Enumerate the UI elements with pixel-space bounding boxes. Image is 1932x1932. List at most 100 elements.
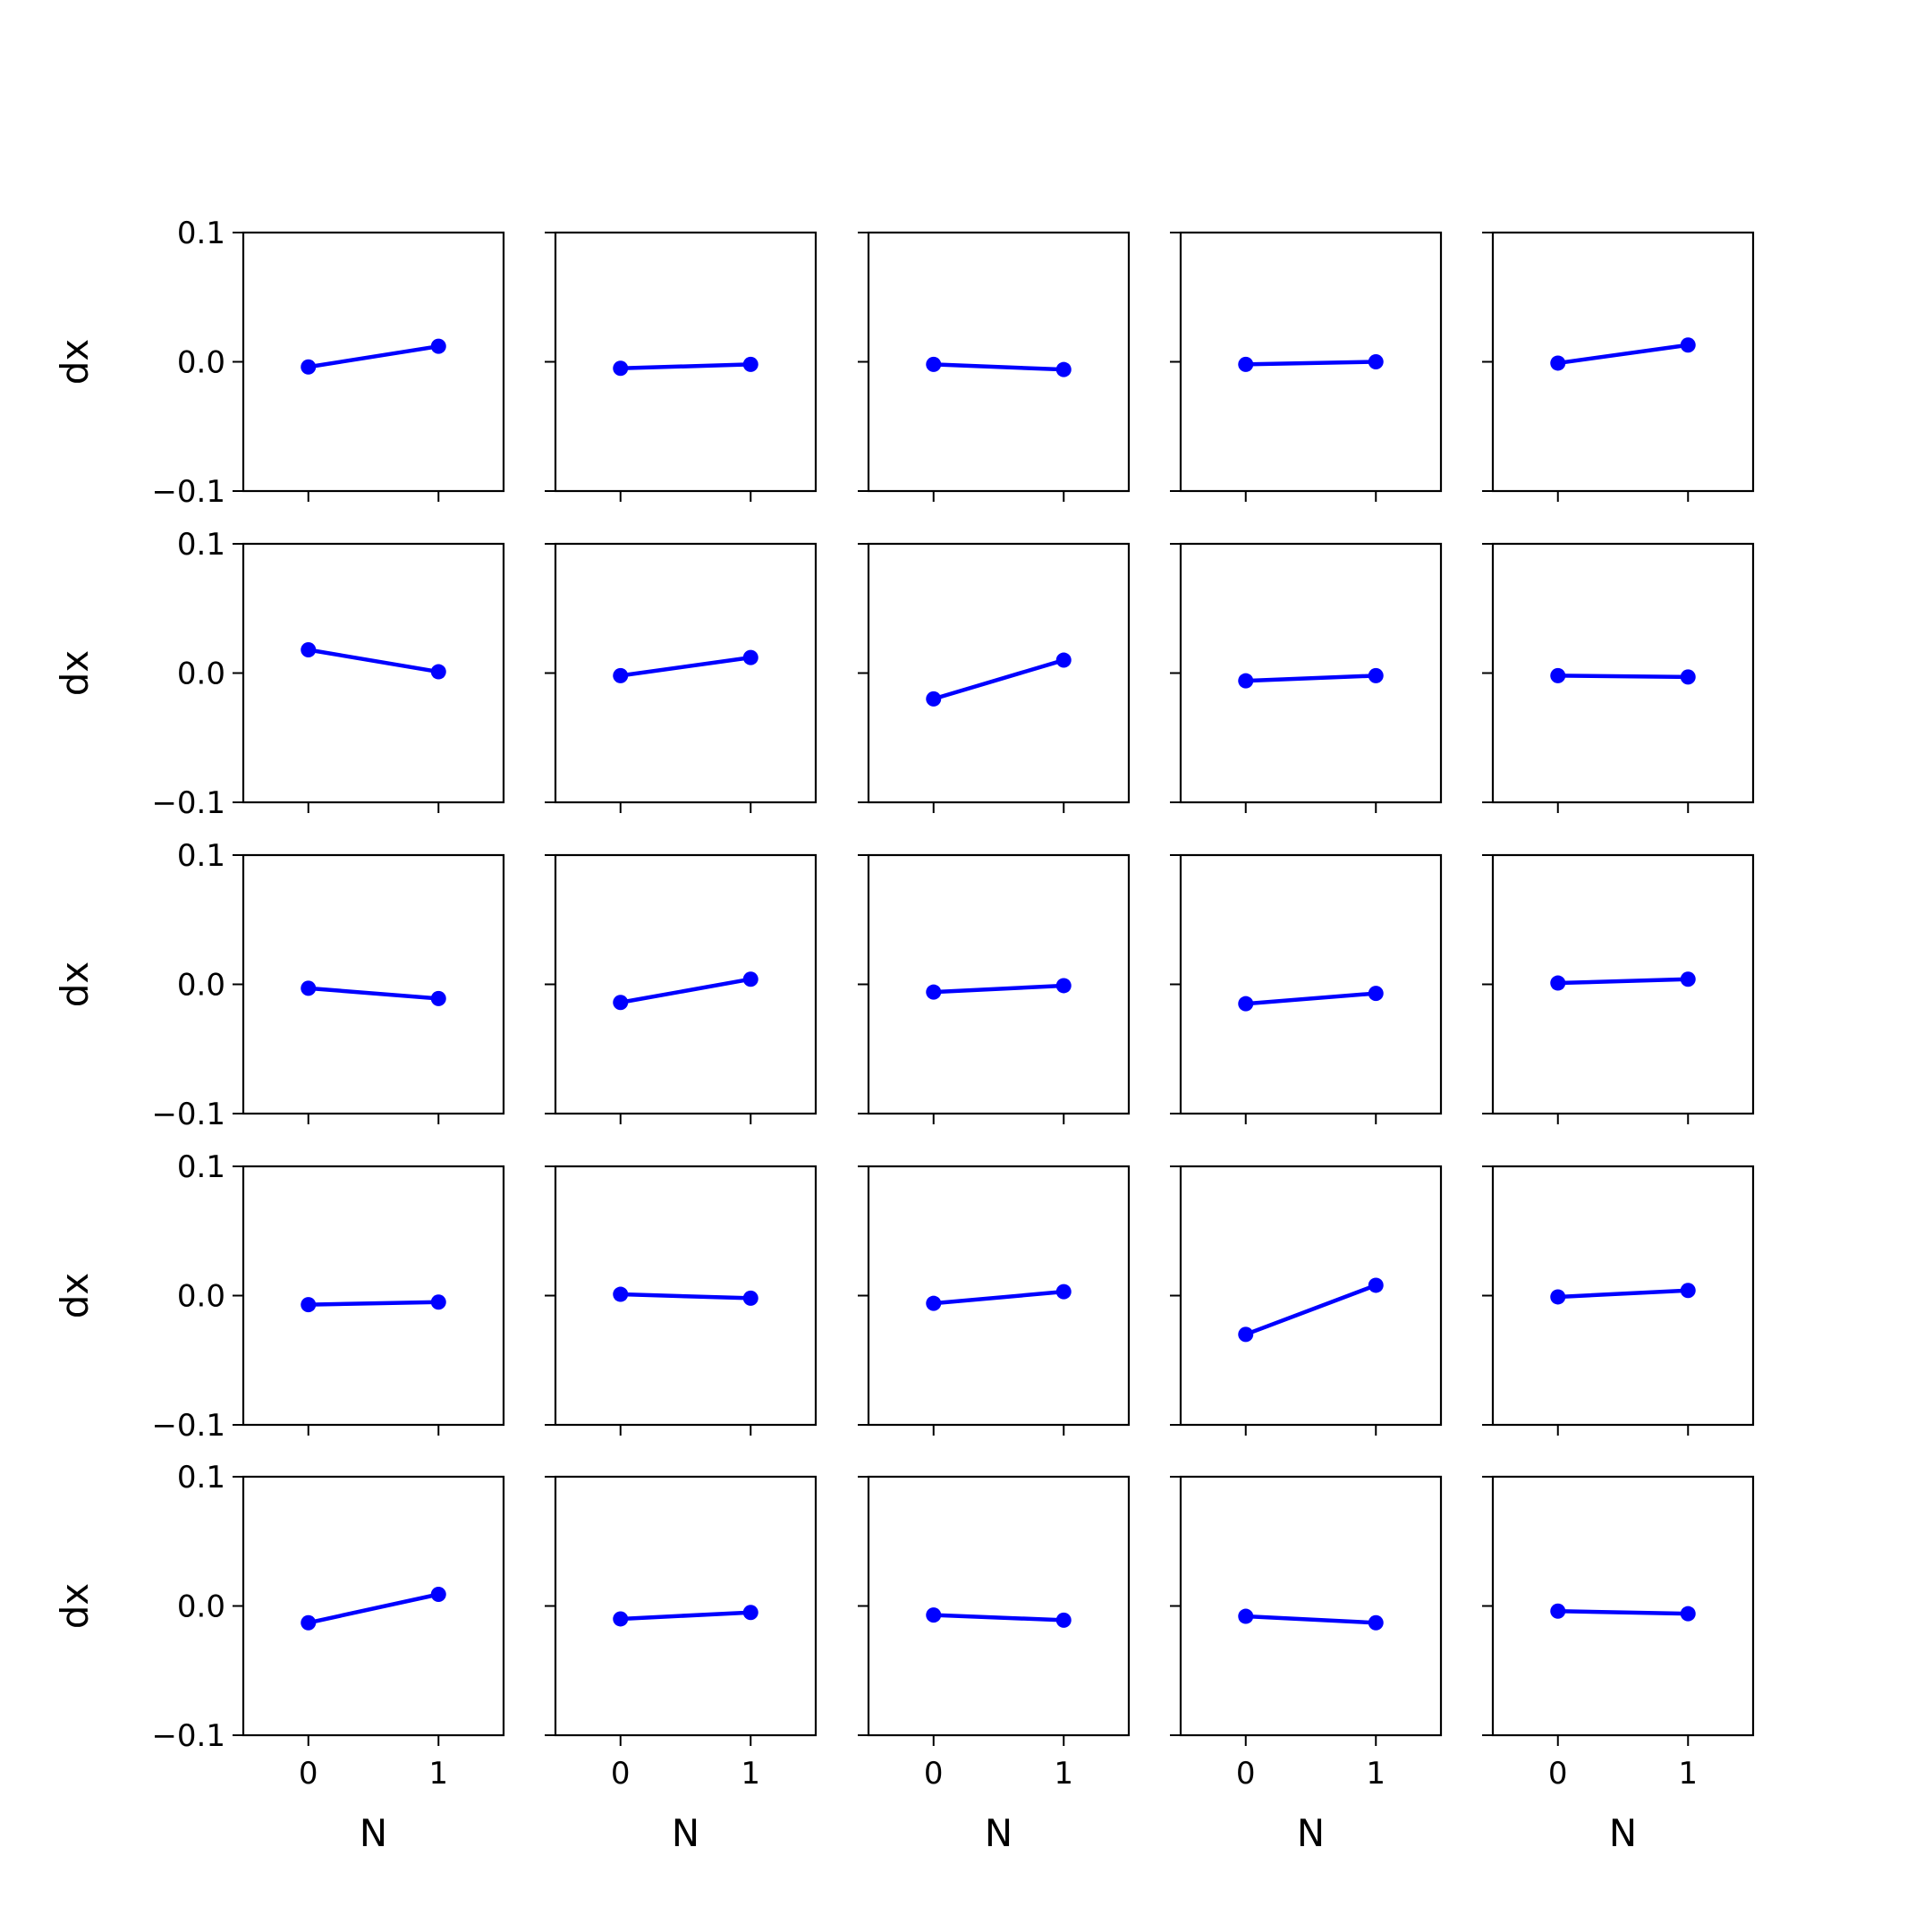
series-line <box>618 1610 753 1622</box>
data-point <box>1680 1606 1696 1622</box>
data-point <box>926 356 942 372</box>
x-tick-label: 0 <box>924 1756 944 1792</box>
y-tick-label: −0.1 <box>151 1097 225 1132</box>
data-point <box>1238 356 1254 372</box>
series-line <box>1555 1609 1690 1616</box>
series-line <box>1555 674 1690 680</box>
data-point <box>742 1290 758 1306</box>
y-tick-label: 0.0 <box>177 1279 225 1315</box>
y-tick-label: 0.0 <box>177 345 225 381</box>
subplot-r2-c5 <box>1482 542 1755 813</box>
data-point <box>1550 355 1566 371</box>
data-point <box>1055 978 1072 994</box>
y-axis-label: dx <box>53 1583 97 1630</box>
x-tick-label: 0 <box>1548 1756 1568 1792</box>
series-line <box>306 986 441 1001</box>
series-line <box>931 1289 1066 1306</box>
data-point <box>742 1605 758 1621</box>
series-line <box>306 1592 441 1625</box>
subplot-r4-c1: 0.1 0.0 −0.1 dx <box>53 1149 505 1444</box>
data-point <box>1238 1608 1254 1624</box>
y-axis-label: dx <box>53 1273 97 1319</box>
series-line <box>618 362 753 370</box>
data-point <box>1680 337 1696 353</box>
data-point <box>613 360 629 377</box>
data-point <box>1055 652 1072 668</box>
y-tick-label: 0.0 <box>177 1589 225 1625</box>
data-point <box>430 990 446 1006</box>
series-line <box>1555 977 1690 986</box>
y-tick-label: 0.1 <box>177 527 225 563</box>
series-line <box>306 343 441 369</box>
subplot-r3-c2 <box>545 853 818 1124</box>
x-tick-label: 1 <box>1678 1756 1698 1792</box>
series-line <box>1243 1614 1378 1625</box>
data-point <box>613 1611 629 1627</box>
series-line <box>931 657 1066 701</box>
data-point <box>926 1607 942 1623</box>
x-axis-label: N <box>985 1811 1013 1855</box>
y-tick-label: 0.1 <box>177 838 225 874</box>
y-tick-label: 0.0 <box>177 657 225 692</box>
subplot-r5-c5: 0 1 N <box>1482 1475 1755 1855</box>
data-point <box>1238 996 1254 1012</box>
subplot-r5-c4: 0 1 N <box>1170 1475 1443 1855</box>
series-line <box>618 655 753 678</box>
data-point <box>430 1294 446 1310</box>
series-line <box>1243 1283 1378 1337</box>
data-point <box>1055 361 1072 377</box>
series-line <box>931 983 1066 995</box>
y-axis-label: dx <box>53 962 97 1008</box>
data-point <box>430 664 446 680</box>
subplot-r5-c1: 0.1 0.0 −0.1 0 1 dx N <box>53 1460 505 1855</box>
y-tick-label: −0.1 <box>151 1718 225 1754</box>
data-point <box>1550 1603 1566 1619</box>
subplot-r3-c5 <box>1482 853 1755 1124</box>
data-point <box>613 667 629 683</box>
data-point <box>742 649 758 665</box>
y-tick-label: 0.1 <box>177 216 225 251</box>
subplot-r1-c3 <box>858 231 1131 502</box>
data-point <box>1368 667 1384 683</box>
x-tick-label: 1 <box>1054 1756 1073 1792</box>
data-point <box>742 971 758 987</box>
x-axis-label: N <box>672 1811 699 1855</box>
data-point <box>1680 1283 1696 1299</box>
x-tick-label: 0 <box>1236 1756 1256 1792</box>
data-point <box>1550 667 1566 683</box>
subplot-r1-c1: 0.1 0.0 −0.1 dx <box>53 216 505 510</box>
subplot-r3-c3 <box>858 853 1131 1124</box>
data-point <box>926 1295 942 1311</box>
data-point <box>926 691 942 707</box>
data-point <box>301 359 317 375</box>
series-line <box>1555 343 1690 366</box>
y-tick-label: 0.1 <box>177 1149 225 1185</box>
data-point <box>1550 1289 1566 1305</box>
y-tick-label: −0.1 <box>151 785 225 821</box>
data-point <box>1238 1326 1254 1343</box>
data-point <box>301 1614 317 1631</box>
subplot-r3-c1: 0.1 0.0 −0.1 dx <box>53 838 505 1132</box>
subplot-r2-c1: 0.1 0.0 −0.1 dx <box>53 527 505 821</box>
data-point <box>1368 1277 1384 1293</box>
data-point <box>1550 975 1566 991</box>
series-line <box>306 1300 441 1307</box>
y-tick-label: 0.0 <box>177 968 225 1004</box>
subplot-r2-c4 <box>1170 542 1443 813</box>
x-axis-label: N <box>1297 1811 1325 1855</box>
series-line <box>618 977 753 1004</box>
x-tick-label: 1 <box>741 1756 760 1792</box>
data-point <box>1368 986 1384 1002</box>
x-axis-label: N <box>1609 1811 1637 1855</box>
data-point <box>301 641 317 657</box>
data-point <box>430 338 446 354</box>
data-point <box>301 1297 317 1313</box>
y-tick-label: −0.1 <box>151 1408 225 1444</box>
data-point <box>1368 354 1384 369</box>
series-line <box>931 362 1066 372</box>
subplot-r4-c4 <box>1170 1165 1443 1436</box>
data-point <box>1238 673 1254 689</box>
y-tick-label: 0.1 <box>177 1460 225 1496</box>
x-axis-label: N <box>360 1811 387 1855</box>
